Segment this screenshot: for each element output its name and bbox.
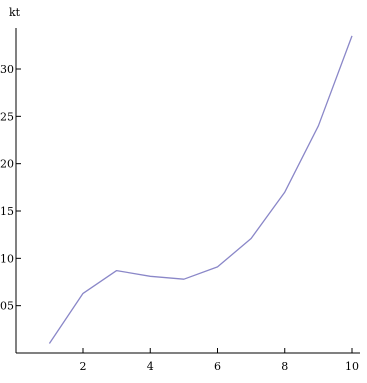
y-tick-label: .20 bbox=[0, 158, 14, 171]
x-tick-label: 4 bbox=[147, 360, 154, 373]
x-tick-label: 6 bbox=[214, 360, 221, 373]
x-tick-label: 2 bbox=[80, 360, 87, 373]
y-tick-label: .30 bbox=[0, 63, 14, 76]
y-tick-label: .25 bbox=[0, 110, 14, 123]
series-group bbox=[48, 35, 353, 344]
y-ticks: .05 .10 .15 .20 .25 .30 bbox=[0, 63, 21, 313]
x-tick-label: 10 bbox=[345, 360, 359, 373]
y-axis-label: kt bbox=[9, 6, 21, 19]
series-line bbox=[48, 35, 353, 344]
x-tick-label: 8 bbox=[281, 360, 288, 373]
x-ticks: 2 4 6 8 10 bbox=[80, 348, 359, 373]
y-tick-label: .10 bbox=[0, 252, 14, 265]
y-tick-label: .15 bbox=[0, 205, 14, 218]
y-tick-label: .05 bbox=[0, 300, 14, 313]
